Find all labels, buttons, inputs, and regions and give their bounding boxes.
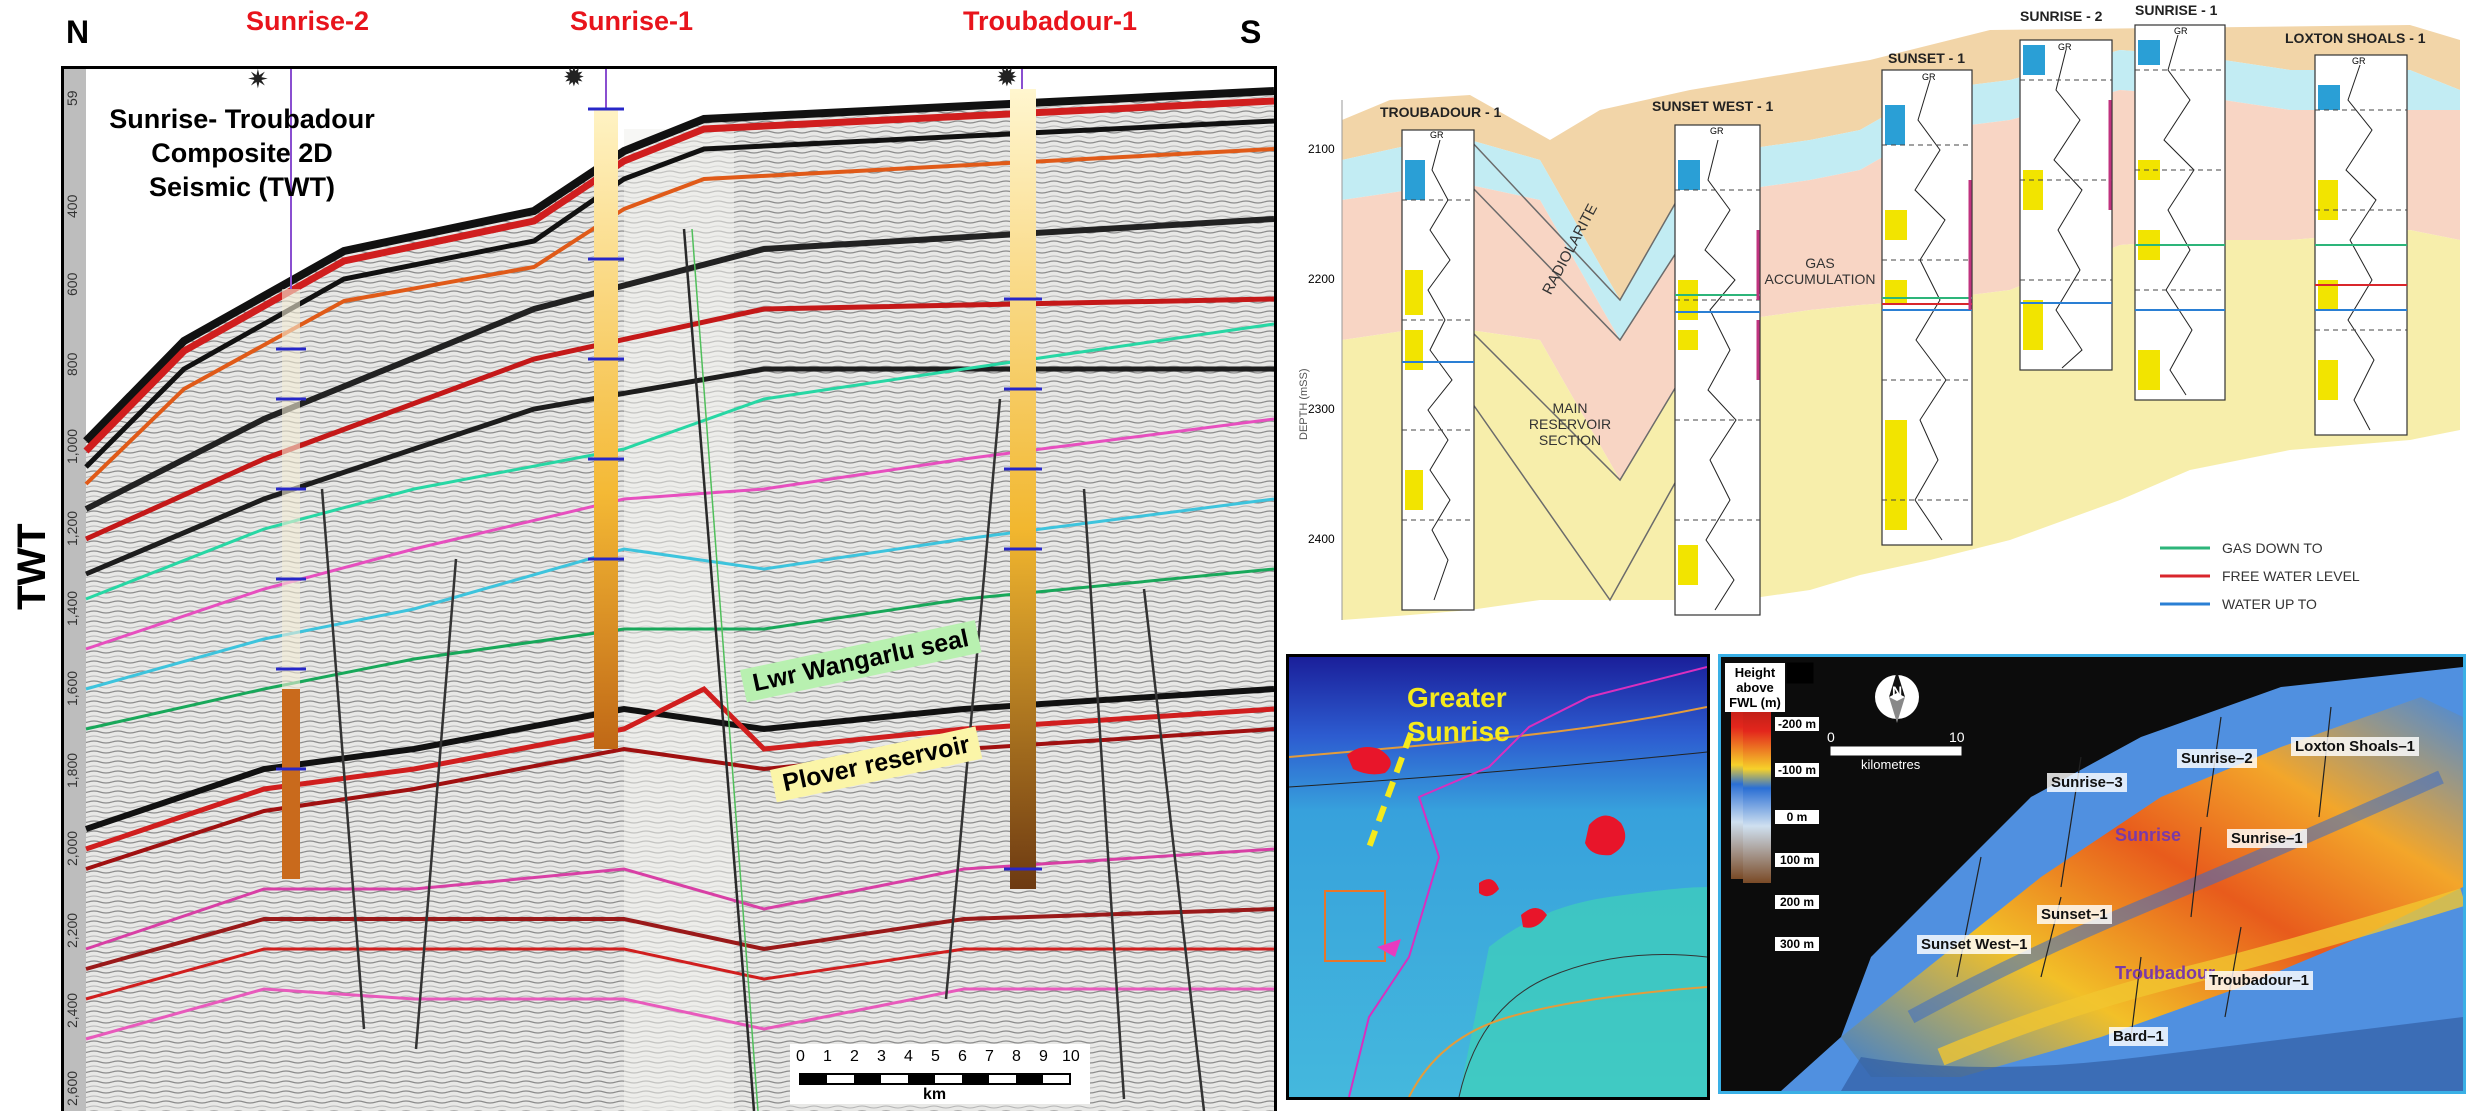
tick-label: 800 — [64, 352, 80, 376]
seismic-title: Sunrise- Troubadour Composite 2D Seismic… — [102, 102, 382, 204]
tick-label: 1,800 — [64, 752, 80, 788]
seismic-section-image — [64, 69, 1274, 1111]
gas-well-icon: ✹ — [563, 62, 585, 92]
fwl-legend-value: -100 m — [1775, 763, 1819, 777]
well-name-loxton-shoals-1: LOXTON SHOALS - 1 — [2285, 30, 2426, 46]
scale-number: 7 — [985, 1048, 994, 1065]
main-reservoir-label: MAIN RESERVOIR SECTION — [1528, 400, 1612, 448]
legend-water-up-to: WATER UP TO — [2222, 596, 2317, 612]
km-scale-bar: 0 1 2 3 4 5 6 7 8 9 10 km — [790, 1044, 1090, 1104]
scale-number: 8 — [1012, 1048, 1021, 1065]
legend-gas-down-to: GAS DOWN TO — [2222, 540, 2323, 556]
depth-tick: 2200 — [1308, 272, 1335, 286]
scale-number: 5 — [931, 1048, 940, 1065]
south-label: S — [1240, 14, 1262, 50]
well-name-sunrise-2: SUNRISE - 2 — [2020, 8, 2103, 24]
d3-well-label: Sunrise–2 — [2177, 749, 2257, 768]
d3-field-label-troubadour: Troubadour — [2115, 963, 2215, 983]
scale-number: 0 — [796, 1048, 805, 1065]
location-map-panel: Greater Sunrise — [1286, 654, 1710, 1100]
scale-unit: km — [923, 1086, 947, 1103]
tick-label: 1,000 — [64, 428, 80, 464]
well-label-sunrise-2: Sunrise-2 — [246, 6, 370, 36]
d3-well-label: Loxton Shoals–1 — [2291, 737, 2420, 756]
seismic-title-line: Seismic (TWT) — [148, 172, 336, 202]
depth-axis-label: DEPTH (mSS) — [1298, 368, 1310, 441]
height-above-fwl-surface — [1731, 662, 2463, 1091]
gr-header: GR — [2352, 56, 2366, 66]
d3-well-label: Sunset West–1 — [1917, 935, 2032, 954]
legend-free-water-level: FREE WATER LEVEL — [2222, 568, 2360, 584]
gas-well-icon: ✹ — [996, 62, 1018, 92]
scale-number: 10 — [1062, 1048, 1080, 1065]
scale-number: 9 — [1039, 1048, 1048, 1065]
well-name-sunrise-1: SUNRISE - 1 — [2135, 2, 2218, 18]
tick-label: 400 — [64, 194, 80, 218]
map-label: Greater Sunrise — [1407, 681, 1510, 749]
d3-well-label: Sunset–1 — [2037, 905, 2112, 924]
depth-tick: 2400 — [1308, 532, 1335, 546]
fwl-legend-value: 0 m — [1775, 810, 1819, 824]
seismic-panel — [61, 66, 1277, 1111]
gr-header: GR — [2058, 42, 2072, 52]
depth-tick: 2300 — [1308, 402, 1335, 416]
scale-number: 3 — [877, 1048, 886, 1065]
map-label-line: Greater — [1407, 682, 1507, 713]
tick-label: 1,600 — [64, 670, 80, 706]
gas-accumulation-label: GAS ACCUMULATION — [1764, 255, 1876, 287]
d3-well-label: Sunrise–1 — [2227, 829, 2307, 848]
well-name-troubadour-1: TROUBADOUR - 1 — [1380, 104, 1502, 120]
tick-label: 600 — [64, 272, 80, 296]
fwl-legend-value: -200 m — [1775, 717, 1819, 731]
well-label-troubadour-1: Troubadour-1 — [963, 6, 1137, 36]
correlation-graphic — [1341, 24, 2460, 620]
gr-header: GR — [1922, 72, 1936, 82]
north-arrow-icon: N — [1892, 683, 1903, 699]
twt-tick-strip: 59 400 600 800 1,000 1,200 1,400 1,600 1… — [62, 66, 84, 1108]
seismic-title-line: Sunrise- Troubadour — [109, 104, 375, 134]
d3-scale-number: 10 — [1949, 729, 1965, 745]
well-correlation-panel: TROUBADOUR - 1 SUNSET WEST - 1 SUNSET - … — [1290, 0, 2468, 640]
scale-number: 1 — [823, 1048, 832, 1065]
scale-number: 6 — [958, 1048, 967, 1065]
bathymetry-map — [1289, 657, 1707, 1097]
well-name-sunset-west-1: SUNSET WEST - 1 — [1652, 98, 1774, 114]
gr-header: GR — [1430, 130, 1444, 140]
d3-well-label: Bard–1 — [2109, 1027, 2168, 1046]
map-label-line: Sunrise — [1407, 716, 1510, 747]
well-name-sunset-1: SUNSET - 1 — [1888, 50, 1966, 66]
north-label: N — [66, 14, 90, 50]
d3-scale-number: 0 — [1827, 729, 1835, 745]
gr-header: GR — [2174, 26, 2188, 36]
tick-label: 59 — [64, 90, 80, 106]
tick-label: 2,000 — [64, 830, 80, 866]
seismic-title-line: Composite 2D — [151, 138, 333, 168]
scale-bar-graphic — [799, 1073, 1071, 1085]
fwl-legend-value: 200 m — [1775, 895, 1819, 909]
scale-number: 2 — [850, 1048, 859, 1065]
depth-tick: 2100 — [1308, 142, 1335, 156]
tick-label: 2,200 — [64, 912, 80, 948]
tick-label: 2,400 — [64, 992, 80, 1028]
tick-label: 2,600 — [64, 1070, 80, 1106]
gr-header: GR — [1710, 126, 1724, 136]
fwl-3d-view-panel: Height above FWL (m) -200 m -100 m 0 m 1… — [1718, 654, 2466, 1094]
scale-number: 4 — [904, 1048, 913, 1065]
well-label-sunrise-1: Sunrise-1 — [570, 6, 694, 36]
d3-scale-unit: kilometres — [1861, 757, 1921, 772]
d3-well-label: Sunrise–3 — [2047, 773, 2127, 792]
d3-field-label-sunrise: Sunrise — [2115, 825, 2182, 845]
d3-well-label: Troubadour–1 — [2205, 971, 2314, 990]
fwl-legend-value: 100 m — [1775, 853, 1819, 867]
fwl-legend-title: Height above FWL (m) — [1725, 663, 1785, 712]
tick-label: 1,200 — [64, 510, 80, 546]
tick-label: 1,400 — [64, 590, 80, 626]
gas-well-icon: ✷ — [247, 64, 269, 94]
fwl-legend-value: 300 m — [1775, 937, 1819, 951]
twt-axis-label: TWT — [10, 523, 54, 610]
